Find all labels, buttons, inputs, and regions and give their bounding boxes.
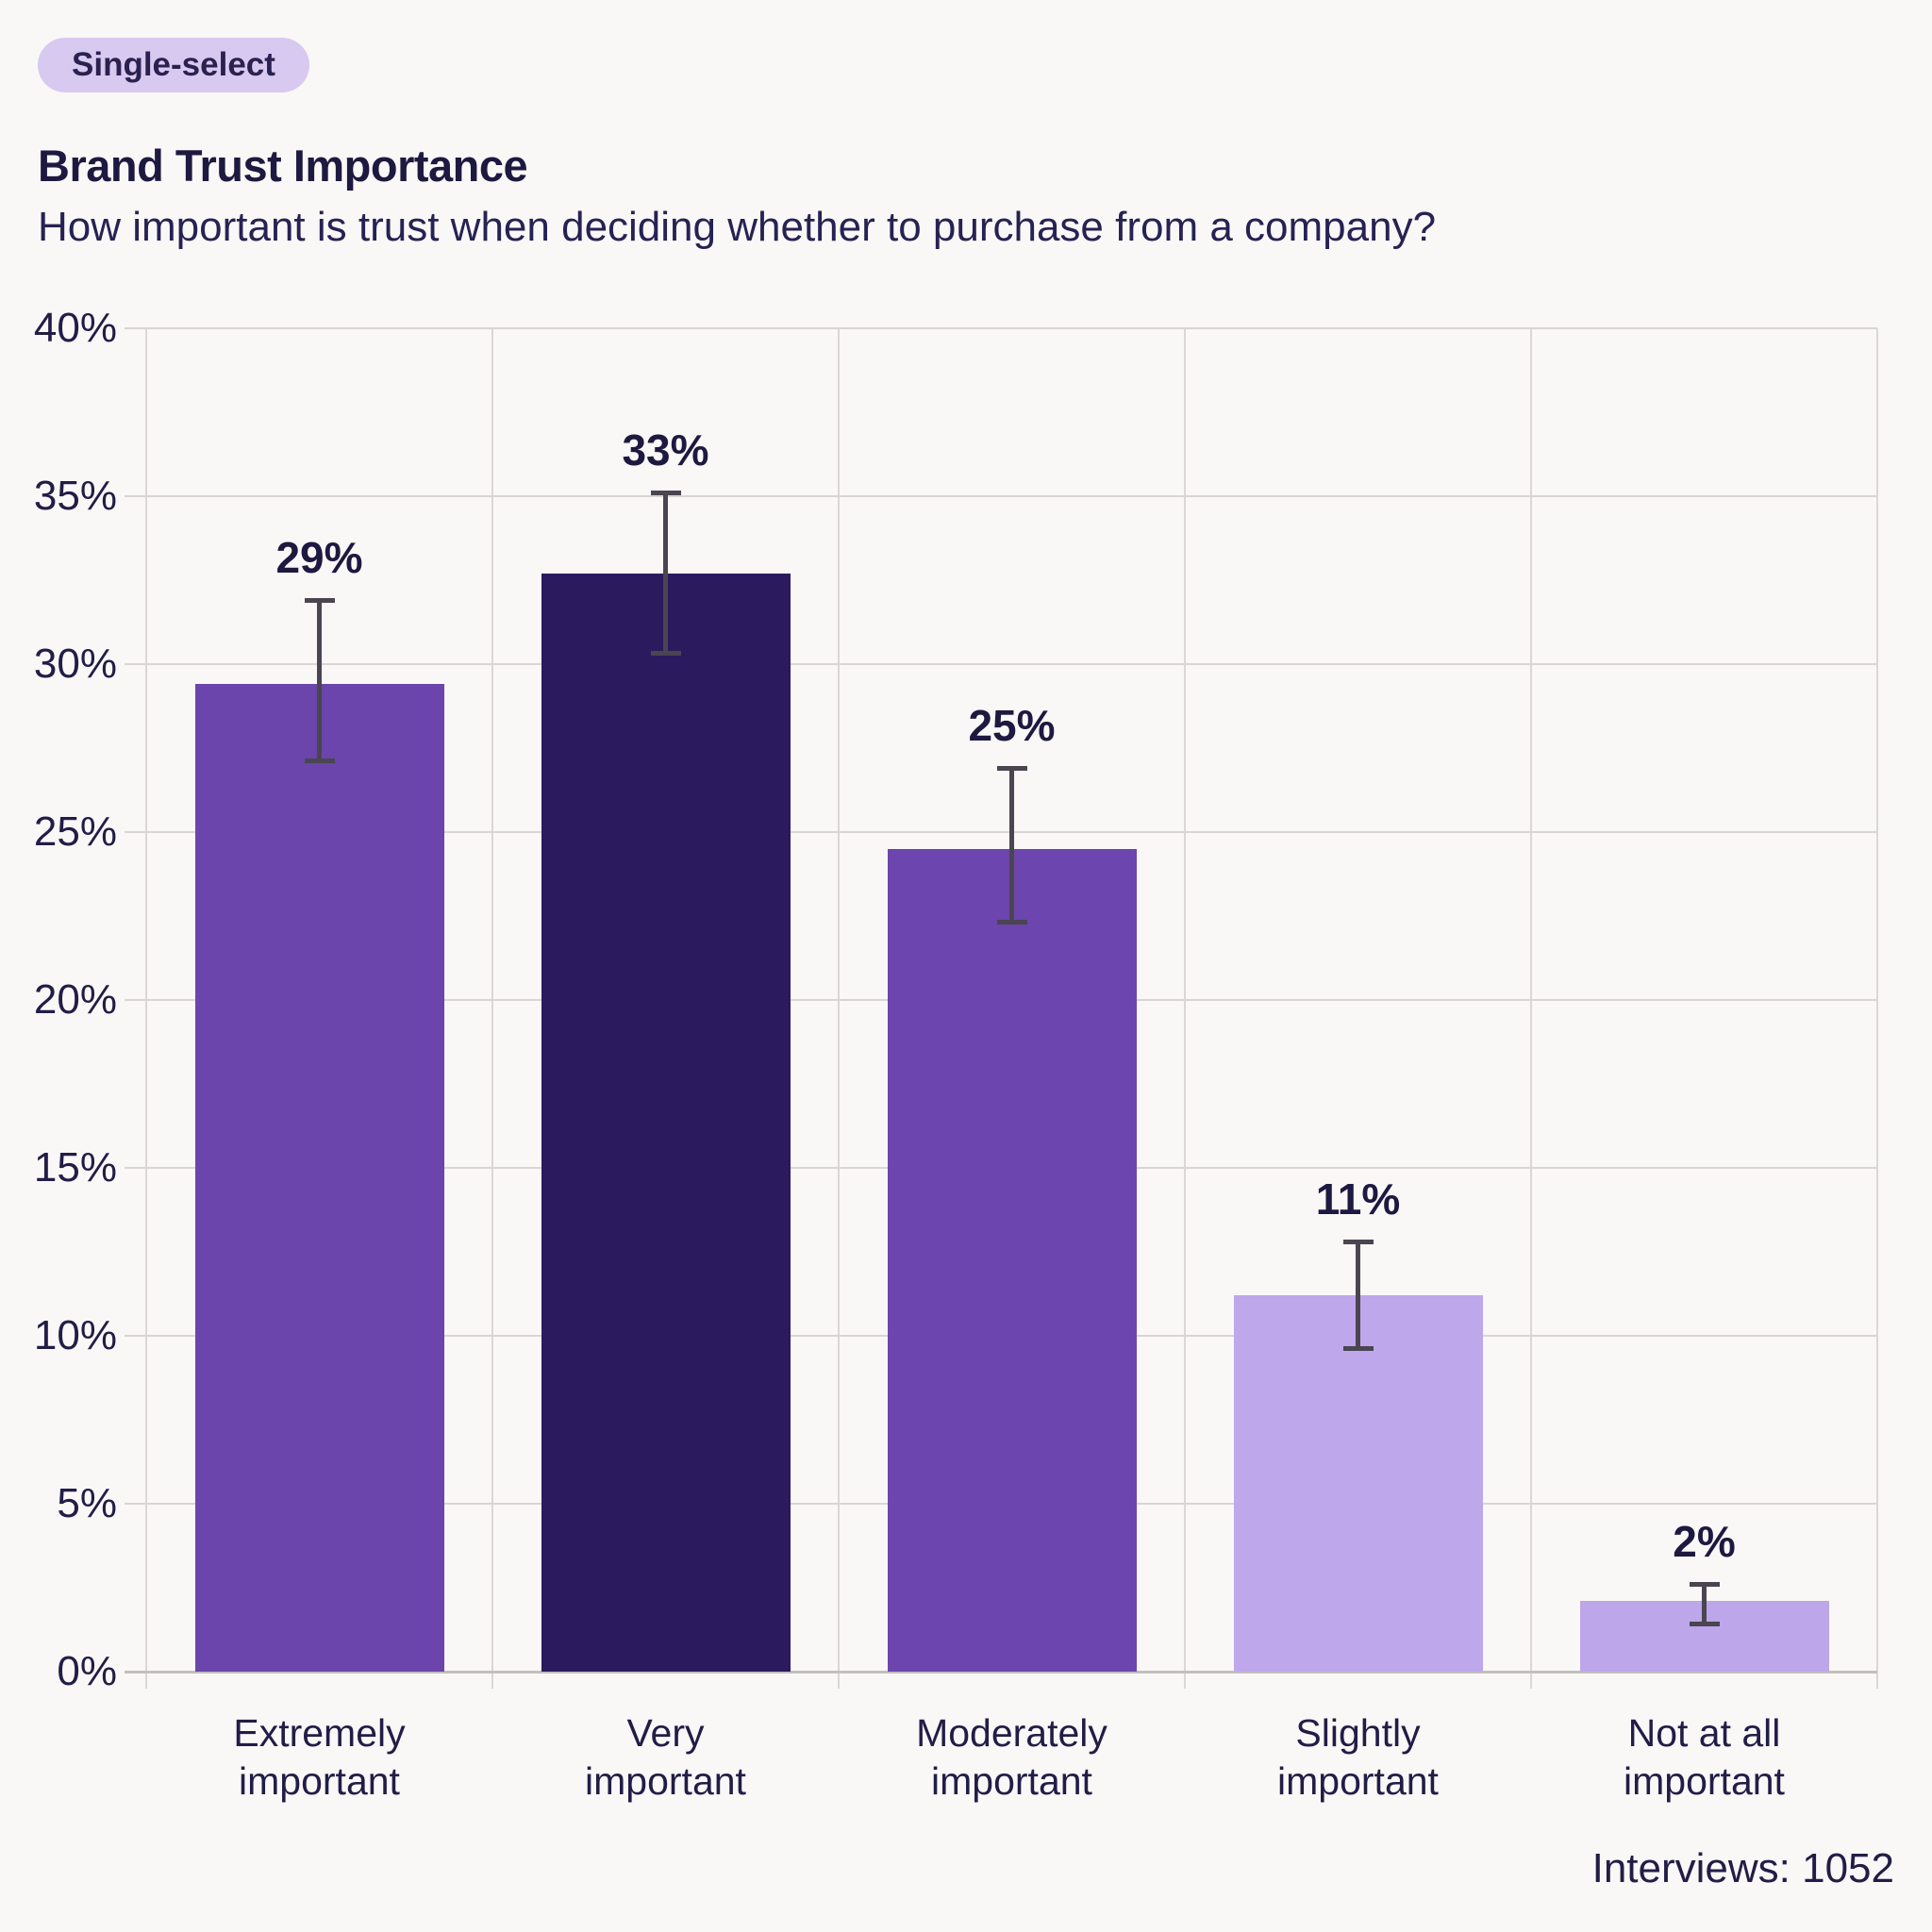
x-axis-label-line: Very xyxy=(626,1711,705,1755)
y-axis-tick-label: 5% xyxy=(57,1480,117,1526)
error-bar-cap-bottom xyxy=(1689,1622,1720,1627)
x-axis-label: Not at all important xyxy=(1531,1709,1877,1806)
error-bar-cap-bottom xyxy=(304,758,335,764)
error-bar-line xyxy=(317,600,322,762)
bar-value-label: 11% xyxy=(1315,1174,1401,1224)
x-axis-label: Very important xyxy=(492,1709,839,1806)
gridline-vertical xyxy=(1530,328,1532,1689)
bar-value-label: 33% xyxy=(622,425,709,475)
chart-title: Brand Trust Importance xyxy=(38,141,528,191)
error-bar-cap-bottom xyxy=(1342,1346,1374,1352)
gridline-horizontal xyxy=(125,663,1877,665)
y-axis-tick-label: 30% xyxy=(33,641,117,687)
error-bar-cap-top xyxy=(304,598,335,604)
error-bar-line xyxy=(663,492,668,655)
gridline-horizontal xyxy=(125,327,1877,329)
x-axis-label: Moderately important xyxy=(839,1709,1185,1806)
gridline-vertical xyxy=(838,328,840,1689)
error-bar-line xyxy=(1356,1241,1360,1350)
bar-moderately-important xyxy=(887,848,1137,1672)
error-bar-cap-bottom xyxy=(996,920,1027,925)
y-axis-tick-label: 10% xyxy=(33,1312,117,1358)
x-axis-label-line: important xyxy=(1277,1759,1439,1803)
error-bar-line xyxy=(1702,1584,1707,1625)
gridline-vertical xyxy=(1876,328,1878,1689)
x-axis-label-line: important xyxy=(931,1759,1092,1803)
y-axis-tick-label: 15% xyxy=(33,1144,117,1191)
y-axis-tick-label: 40% xyxy=(33,305,117,351)
gridline-horizontal xyxy=(125,831,1877,833)
x-axis-label-line: Slightly xyxy=(1295,1711,1421,1755)
error-bar-cap-top xyxy=(1342,1240,1374,1245)
y-axis-tick-label: 20% xyxy=(33,976,117,1023)
error-bar-cap-top xyxy=(996,766,1027,772)
y-axis-tick-label: 0% xyxy=(57,1648,117,1694)
y-axis-tick-label: 35% xyxy=(33,473,117,519)
error-bar-cap-bottom xyxy=(650,651,681,657)
question-type-badge: Single-select xyxy=(38,38,309,92)
x-axis-label-line: important xyxy=(239,1759,400,1803)
interviews-count-note: Interviews: 1052 xyxy=(1591,1845,1894,1891)
x-axis-label-line: Moderately xyxy=(916,1711,1108,1755)
x-axis-label-line: Not at all xyxy=(1627,1711,1781,1755)
bar-extremely-important xyxy=(194,684,444,1672)
error-bar-line xyxy=(1009,768,1014,924)
gridline-vertical xyxy=(1184,328,1186,1689)
x-axis-label: Extremely important xyxy=(146,1709,492,1806)
x-axis-label-line: Extremely xyxy=(233,1711,406,1755)
bar-value-label: 29% xyxy=(275,533,363,583)
error-bar-cap-top xyxy=(1689,1582,1720,1588)
bar-value-label: 2% xyxy=(1673,1517,1736,1567)
bar-value-label: 25% xyxy=(968,701,1056,751)
bar-very-important xyxy=(541,573,791,1672)
gridline-vertical xyxy=(491,328,493,1689)
x-axis-label-line: important xyxy=(1624,1759,1785,1803)
x-axis-line xyxy=(125,1671,1877,1674)
gridline-horizontal xyxy=(125,495,1877,497)
y-axis-tick-label: 25% xyxy=(33,808,117,855)
bar-slightly-important xyxy=(1233,1295,1483,1672)
y-axis-line xyxy=(145,328,147,1689)
x-axis-label-line: important xyxy=(585,1759,746,1803)
x-axis-label: Slightly important xyxy=(1185,1709,1531,1806)
chart-question-subtitle: How important is trust when deciding whe… xyxy=(38,204,1437,250)
error-bar-cap-top xyxy=(650,491,681,496)
